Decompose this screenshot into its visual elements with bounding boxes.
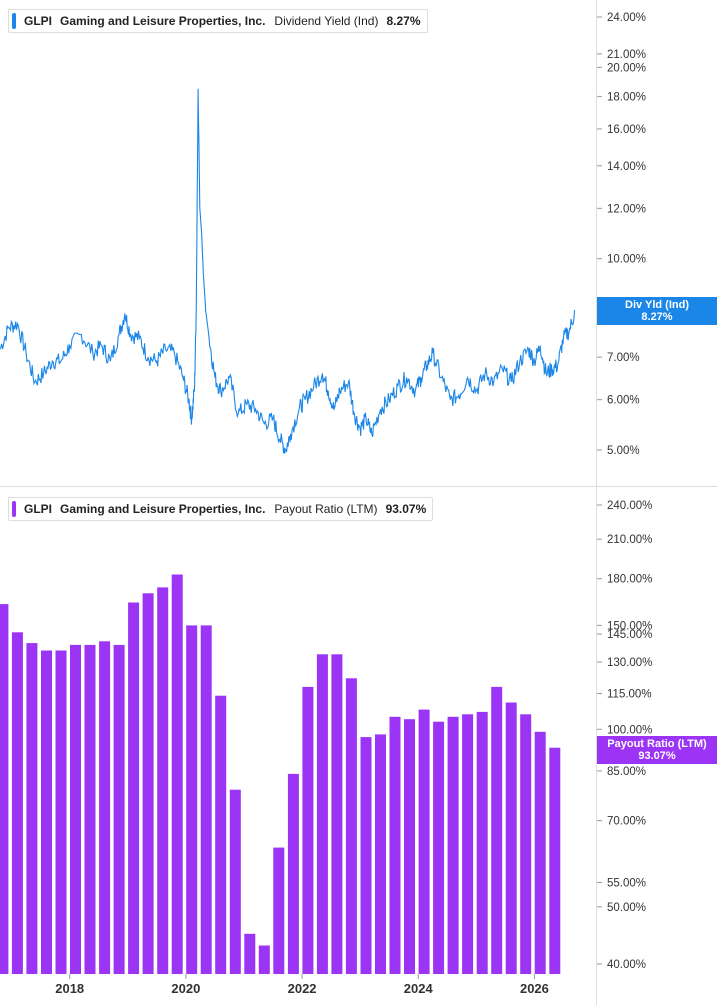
x-tick-label: 2024: [404, 981, 434, 996]
y-tick-label: 18.00%: [607, 91, 646, 103]
y-tick-label: 145.00%: [607, 629, 652, 641]
y-tick-label: 240.00%: [607, 500, 652, 512]
y-tick-label: 12.00%: [607, 203, 646, 215]
payout-ratio-legend: GLPI Gaming and Leisure Properties, Inc.…: [8, 497, 434, 521]
y-tick-label: 10.00%: [607, 254, 646, 266]
payout-ratio-bar: [287, 773, 299, 974]
legend-value: 93.07%: [385, 502, 427, 516]
x-tick-label: 2026: [520, 981, 549, 996]
payout-ratio-bar: [200, 625, 212, 974]
payout-ratio-bar: [244, 933, 256, 974]
y-tick-label: 24.00%: [607, 12, 646, 24]
payout-ratio-bars: [0, 574, 561, 974]
payout-ratio-bar: [55, 650, 67, 974]
payout-ratio-bar: [113, 644, 125, 974]
payout-ratio-bar: [99, 641, 111, 974]
payout-ratio-bar: [404, 719, 415, 974]
y-tick-label: 150.00%: [607, 620, 652, 632]
payout-ratio-bar: [302, 686, 314, 974]
payout-ratio-y-axis: 240.00% 210.00% 180.00% 150.00%145.00% 130.0…: [597, 500, 652, 971]
payout-ratio-bar: [11, 632, 23, 974]
tag-label: Payout Ratio (LTM): [607, 737, 707, 750]
payout-ratio-bar: [229, 789, 241, 974]
dividend-yield-value-tag: Div Yld (Ind) 8.27%: [597, 297, 717, 326]
payout-ratio-bar: [84, 644, 96, 974]
y-tick-label: 50.00%: [607, 902, 646, 914]
y-tick-label: 55.00%: [607, 877, 646, 889]
tag-value: 8.27%: [641, 311, 673, 324]
payout-ratio-bar: [418, 709, 430, 974]
y-tick-label: 6.00%: [607, 395, 640, 407]
payout-ratio-bar: [491, 686, 503, 974]
y-tick-label: 40.00%: [607, 959, 646, 971]
payout-ratio-bar: [215, 695, 227, 974]
payout-ratio-bar: [331, 654, 343, 974]
payout-ratio-bar: [186, 625, 198, 974]
payout-ratio-bar: [433, 721, 445, 974]
legend-company: Gaming and Leisure Properties, Inc.: [60, 502, 266, 516]
legend-value: 8.27%: [386, 14, 421, 28]
y-tick-label: 85.00%: [607, 766, 646, 778]
payout-ratio-value-tag: Payout Ratio (LTM) 93.07%: [597, 735, 717, 764]
payout-ratio-bar: [142, 593, 154, 974]
series-color-marker: [12, 501, 16, 517]
dividend-yield-y-axis: 24.00% 21.00%20.00% 18.00% 16.00% 14.00% 12.0…: [597, 12, 646, 457]
payout-ratio-bar: [41, 650, 52, 974]
y-tick-label: 16.00%: [607, 124, 646, 136]
legend-ticker: GLPI: [24, 502, 53, 516]
x-tick-label: 2022: [288, 981, 317, 996]
payout-ratio-bar: [389, 716, 401, 974]
payout-ratio-bar: [171, 574, 183, 974]
y-tick-label: 5.00%: [607, 445, 640, 457]
legend-ticker: GLPI: [24, 14, 53, 28]
payout-ratio-panel: 240.00% 210.00% 180.00% 150.00%145.00% 130.0…: [0, 500, 652, 974]
payout-ratio-bar: [316, 654, 328, 974]
y-tick-label: 21.00%: [607, 49, 646, 61]
payout-ratio-bar: [26, 643, 38, 974]
y-tick-label: 20.00%: [607, 62, 646, 74]
payout-ratio-bar: [520, 714, 532, 974]
payout-ratio-bar: [549, 747, 561, 974]
legend-metric: Dividend Yield (Ind): [274, 14, 379, 28]
y-tick-label: 210.00%: [607, 534, 652, 546]
x-tick-label: 2018: [55, 981, 84, 996]
y-tick-label: 130.00%: [607, 657, 652, 669]
dividend-yield-line: [0, 88, 576, 454]
y-tick-label: 14.00%: [607, 161, 646, 173]
tag-value: 93.07%: [638, 749, 676, 762]
payout-ratio-bar: [360, 737, 372, 974]
y-tick-label: 70.00%: [607, 816, 646, 828]
x-axis: 2018 2020 2022 2024 2026: [55, 974, 549, 996]
payout-ratio-bar: [157, 587, 169, 974]
dividend-yield-legend: GLPI Gaming and Leisure Properties, Inc.…: [8, 9, 428, 33]
payout-ratio-bar: [70, 644, 81, 974]
payout-ratio-bar: [258, 945, 270, 974]
payout-ratio-bar: [476, 711, 488, 974]
payout-ratio-bar: [273, 847, 285, 974]
payout-ratio-bar: [462, 714, 474, 974]
legend-metric: Payout Ratio (LTM): [274, 502, 378, 516]
payout-ratio-bar: [128, 602, 140, 974]
y-tick-label: 7.00%: [607, 352, 640, 364]
payout-ratio-bar: [0, 604, 9, 974]
payout-ratio-bar: [505, 702, 517, 974]
series-color-marker: [12, 13, 16, 29]
legend-company: Gaming and Leisure Properties, Inc.: [60, 14, 266, 28]
payout-ratio-bar: [447, 716, 459, 974]
payout-ratio-bar: [375, 734, 386, 974]
y-tick-label: 180.00%: [607, 574, 652, 586]
y-tick-label: 100.00%: [607, 724, 652, 736]
x-tick-label: 2020: [171, 981, 200, 996]
payout-ratio-bar: [534, 731, 546, 974]
tag-label: Div Yld (Ind): [625, 299, 689, 312]
payout-ratio-bar: [345, 678, 357, 974]
y-tick-label: 115.00%: [607, 688, 652, 700]
